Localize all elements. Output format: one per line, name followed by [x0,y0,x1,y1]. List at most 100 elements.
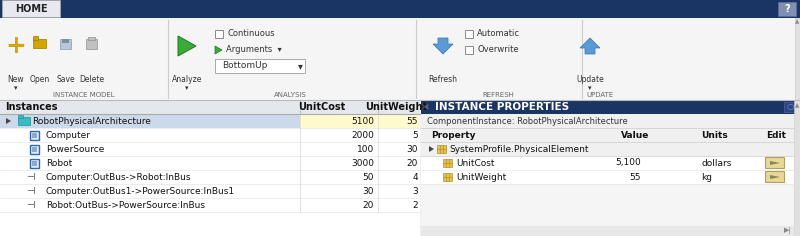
Polygon shape [429,146,434,152]
Text: Value: Value [621,131,650,139]
Bar [18,117,30,125]
Bar [421,114,794,128]
Text: Save: Save [57,76,75,84]
Bar [465,30,473,38]
Text: 4: 4 [412,173,418,181]
Text: BottomUp: BottomUp [222,62,267,71]
Polygon shape [580,38,600,54]
Text: ▾: ▾ [298,61,302,71]
Text: PowerSource: PowerSource [46,144,104,153]
Text: 3: 3 [412,186,418,195]
Bar [795,18,800,100]
Bar [0,100,420,114]
Polygon shape [215,46,222,54]
Text: INSTANCE MODEL: INSTANCE MODEL [53,92,115,98]
Bar [0,142,420,156]
Bar [2,0,60,17]
Polygon shape [770,161,780,165]
Bar [421,142,794,156]
Text: +: + [6,34,26,58]
Bar [215,59,305,73]
Bar [0,0,800,18]
Text: 30: 30 [362,186,374,195]
Text: ▾: ▾ [588,85,592,91]
Bar [32,161,37,166]
Text: Automatic: Automatic [477,30,520,38]
FancyBboxPatch shape [766,157,785,169]
Text: Units: Units [701,131,728,139]
Bar [18,115,23,118]
Bar [0,184,420,198]
Text: 2: 2 [412,201,418,210]
Bar [32,147,37,152]
Text: Computer: Computer [46,131,91,139]
Text: Robot:OutBus->PowerSource:InBus: Robot:OutBus->PowerSource:InBus [46,201,205,210]
Text: ▲: ▲ [795,20,799,25]
Text: UnitCost: UnitCost [298,102,346,112]
Bar [0,170,420,184]
Bar [421,128,794,142]
Text: Robot: Robot [46,159,72,168]
Text: 5: 5 [412,131,418,139]
Text: Computer:OutBus1->PowerSource:InBus1: Computer:OutBus1->PowerSource:InBus1 [46,186,235,195]
Text: ▲: ▲ [795,104,799,109]
Text: 3000: 3000 [351,159,374,168]
Bar [421,100,800,114]
Text: Delete: Delete [79,76,105,84]
Text: 100: 100 [357,144,374,153]
Bar [60,39,71,49]
Text: 55: 55 [406,117,418,126]
Text: Continuous: Continuous [227,30,274,38]
FancyBboxPatch shape [766,172,785,182]
Text: Arguments  ▾: Arguments ▾ [226,46,282,55]
Polygon shape [178,36,196,56]
Text: HOME: HOME [14,4,47,14]
Bar [421,226,794,236]
Text: ⊣: ⊣ [26,172,34,182]
Text: Computer:OutBus->Robot:InBus: Computer:OutBus->Robot:InBus [46,173,191,181]
Bar [30,145,39,154]
Bar [33,36,38,40]
Text: Refresh: Refresh [429,76,458,84]
Bar [0,128,420,142]
Bar [33,39,46,48]
Text: Overwrite: Overwrite [477,46,518,55]
Bar [784,102,796,112]
Text: UnitWeight: UnitWeight [365,102,427,112]
Text: 5100: 5100 [351,117,374,126]
Bar [778,2,796,16]
Text: ⊣: ⊣ [26,186,34,196]
Text: 5,100: 5,100 [615,159,641,168]
Bar [437,145,446,153]
Bar [32,133,37,138]
Bar [794,100,800,236]
Text: Property: Property [431,131,475,139]
Text: New: New [8,76,24,84]
Text: Update: Update [576,76,604,84]
Text: ComponentInstance: RobotPhysicalArchitecture: ComponentInstance: RobotPhysicalArchitec… [427,117,628,126]
Bar [86,39,97,49]
Bar [88,37,95,40]
Text: REFRESH: REFRESH [482,92,514,98]
Text: Edit: Edit [766,131,786,139]
Text: UnitCost: UnitCost [456,159,494,168]
Text: ?: ? [784,4,790,14]
Bar [30,131,39,140]
Bar [300,114,378,128]
Bar [443,173,452,181]
Polygon shape [433,38,453,54]
Text: 20: 20 [406,159,418,168]
Bar [30,159,39,168]
Text: Analyze: Analyze [172,76,202,84]
Text: 30: 30 [406,144,418,153]
Text: UnitWeight: UnitWeight [456,173,506,181]
Bar [443,159,452,167]
Text: kg: kg [701,173,712,181]
Polygon shape [770,175,780,179]
Text: UPDATE: UPDATE [586,92,614,98]
Bar [421,100,800,236]
Text: ▾: ▾ [186,85,189,91]
Text: 55: 55 [630,173,641,181]
Bar [0,100,420,236]
Bar [0,18,800,100]
